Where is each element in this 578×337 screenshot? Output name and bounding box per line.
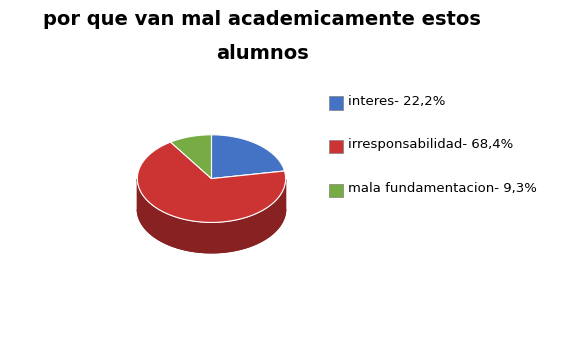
Text: por que van mal academicamente estos: por que van mal academicamente estos [43, 10, 481, 29]
Polygon shape [138, 142, 286, 222]
Polygon shape [138, 209, 286, 253]
Polygon shape [138, 179, 286, 253]
Text: irresponsabilidad- 68,4%: irresponsabilidad- 68,4% [348, 139, 513, 151]
Text: alumnos: alumnos [216, 44, 309, 63]
Polygon shape [138, 142, 286, 222]
Polygon shape [212, 135, 284, 179]
Polygon shape [212, 135, 284, 179]
FancyBboxPatch shape [329, 96, 343, 110]
Text: interes- 22,2%: interes- 22,2% [348, 95, 446, 108]
Polygon shape [171, 135, 212, 179]
Text: mala fundamentacion- 9,3%: mala fundamentacion- 9,3% [348, 182, 537, 195]
FancyBboxPatch shape [329, 184, 343, 197]
Polygon shape [171, 135, 212, 179]
FancyBboxPatch shape [329, 140, 343, 153]
